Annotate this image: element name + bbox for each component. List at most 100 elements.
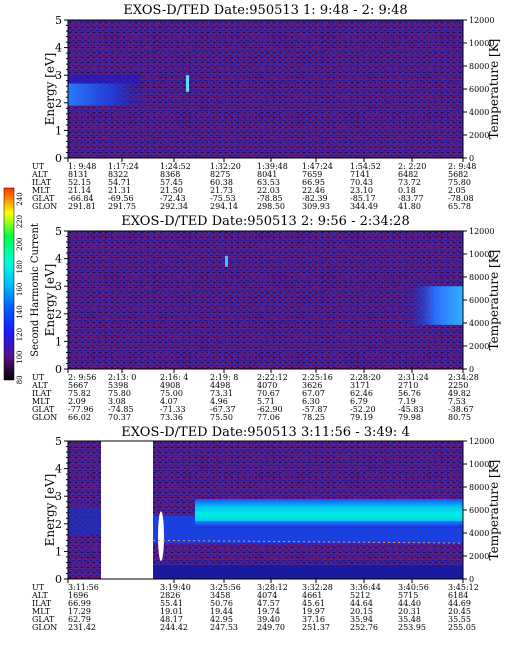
table-cell: 1696 bbox=[68, 591, 88, 600]
table-cell: 44.40 bbox=[398, 599, 421, 608]
table-cell: 3:40:56 bbox=[398, 583, 429, 592]
table-cell: 298.50 bbox=[257, 202, 285, 211]
table-cell: 5715 bbox=[398, 591, 418, 600]
y2-tick-label: 6000 bbox=[469, 506, 489, 515]
y2-axis-label: Temperature [K] bbox=[487, 39, 501, 140]
y-axis-label: Energy [eV] bbox=[43, 53, 57, 126]
table-cell: 3:25:56 bbox=[210, 583, 241, 592]
panel-title: EXOS-D/TED Date:950513 3:11:56 - 3:49: 4 bbox=[121, 425, 409, 440]
table-cell: 1: 9:48 bbox=[68, 162, 96, 171]
table-cell: 6.30 bbox=[302, 397, 320, 406]
table-row-label: MLT bbox=[32, 186, 51, 195]
table-cell: 292.34 bbox=[160, 202, 188, 211]
table-cell: 7141 bbox=[350, 170, 370, 179]
y-tick-label: 0 bbox=[55, 152, 62, 165]
table-cell: -74.85 bbox=[108, 405, 134, 414]
table-cell: 3171 bbox=[350, 381, 370, 390]
table-cell: 3:32:28 bbox=[302, 583, 333, 592]
table-cell: -78.08 bbox=[448, 194, 474, 203]
y-tick-label: 0 bbox=[55, 573, 62, 586]
y2-tick-label: 4000 bbox=[469, 319, 489, 328]
table-cell: -62.90 bbox=[257, 405, 283, 414]
colorbar-tick-label: 120 bbox=[16, 328, 24, 341]
table-cell: 79.98 bbox=[398, 413, 421, 422]
table-cell: 42.95 bbox=[210, 615, 233, 624]
temperature-trace bbox=[152, 539, 464, 544]
table-cell: 1:17:24 bbox=[108, 162, 139, 171]
colorbar-tick-label: 180 bbox=[16, 260, 24, 273]
colorbar-tick-label: 220 bbox=[16, 215, 24, 228]
y2-tick-label: 10000 bbox=[469, 39, 494, 48]
table-cell: 4074 bbox=[257, 591, 277, 600]
table-cell: 20.15 bbox=[350, 607, 373, 616]
table-cell: 6.79 bbox=[350, 397, 368, 406]
table-cell: -45.83 bbox=[398, 405, 424, 414]
table-cell: 4.07 bbox=[160, 397, 178, 406]
table-row-label: GLAT bbox=[32, 615, 55, 624]
table-cell: 2:19: 8 bbox=[210, 373, 238, 382]
table-cell: 37.16 bbox=[302, 615, 325, 624]
y2-tick-label: 4000 bbox=[469, 529, 489, 538]
table-cell: 22.46 bbox=[302, 186, 325, 195]
y-tick-label: 2 bbox=[55, 308, 62, 321]
table-cell: 23.10 bbox=[350, 186, 373, 195]
table-cell: 20.45 bbox=[448, 607, 471, 616]
table-cell: 17.29 bbox=[68, 607, 91, 616]
table-cell: -77.96 bbox=[68, 405, 94, 414]
table-cell: 8322 bbox=[108, 170, 128, 179]
table-cell: 2: 9:48 bbox=[448, 162, 476, 171]
y2-tick-label: 4000 bbox=[469, 108, 489, 117]
plasma-band bbox=[68, 83, 463, 106]
y2-tick-label: 10000 bbox=[469, 250, 494, 259]
table-cell: 49.82 bbox=[448, 389, 471, 398]
panel-title: EXOS-D/TED Date:950513 2: 9:56 - 2:34:28 bbox=[121, 214, 409, 229]
table-row-label: UT bbox=[32, 162, 45, 171]
colorbar-tick-label: 80 bbox=[16, 375, 24, 384]
table-cell: -82.39 bbox=[302, 194, 328, 203]
spike-mark bbox=[186, 75, 189, 92]
table-cell: 252.76 bbox=[350, 623, 378, 632]
table-cell: 3.08 bbox=[108, 397, 126, 406]
table-cell: 1:32:20 bbox=[210, 162, 241, 171]
table-cell: 65.78 bbox=[448, 202, 471, 211]
table-cell: 253.95 bbox=[398, 623, 426, 632]
plasma-core bbox=[195, 511, 463, 522]
table-row-label: ALT bbox=[31, 381, 48, 390]
table-cell: 5.71 bbox=[257, 397, 275, 406]
table-row-label: GLON bbox=[32, 623, 57, 632]
table-cell: 7659 bbox=[302, 170, 322, 179]
y-tick-label: 5 bbox=[55, 225, 62, 238]
table-cell: 0.18 bbox=[398, 186, 416, 195]
table-cell: 244.42 bbox=[160, 623, 188, 632]
table-cell: 55.41 bbox=[160, 599, 183, 608]
table-cell: 44.69 bbox=[448, 599, 471, 608]
table-cell: -69.56 bbox=[108, 194, 134, 203]
y-tick-label: 1 bbox=[55, 335, 62, 348]
table-cell: 19.44 bbox=[210, 607, 233, 616]
table-cell: -38.67 bbox=[448, 405, 474, 414]
table-cell: 2250 bbox=[448, 381, 468, 390]
table-cell: 4498 bbox=[210, 381, 230, 390]
table-cell: 62.79 bbox=[68, 615, 91, 624]
table-cell: 2:31:24 bbox=[398, 373, 429, 382]
table-row-label: GLON bbox=[32, 413, 57, 422]
table-cell: 67.07 bbox=[302, 389, 325, 398]
y-axis-label: Energy [eV] bbox=[43, 264, 57, 337]
table-cell: 255.05 bbox=[448, 623, 476, 632]
table-cell: 44.64 bbox=[350, 599, 373, 608]
table-cell: 7.19 bbox=[398, 397, 416, 406]
data-gap bbox=[101, 441, 153, 579]
panel-title: EXOS-D/TED Date:950513 1: 9:48 - 2: 9:48 bbox=[123, 3, 407, 18]
y2-tick-label: 0 bbox=[469, 154, 474, 163]
colorbar-tick-label: 240 bbox=[16, 192, 24, 205]
y-tick-label: 4 bbox=[55, 42, 62, 55]
table-cell: 20.31 bbox=[398, 607, 421, 616]
table-row-label: ILAT bbox=[32, 389, 52, 398]
table-cell: 4661 bbox=[302, 591, 322, 600]
panel-2: EXOS-D/TED Date:950513 2: 9:56 - 2:34:28… bbox=[31, 214, 501, 422]
table-cell: 249.70 bbox=[257, 623, 285, 632]
y-tick-label: 4 bbox=[55, 253, 62, 266]
table-cell: 5682 bbox=[448, 170, 468, 179]
table-cell: 35.55 bbox=[448, 615, 471, 624]
table-cell: 57.45 bbox=[160, 178, 183, 187]
